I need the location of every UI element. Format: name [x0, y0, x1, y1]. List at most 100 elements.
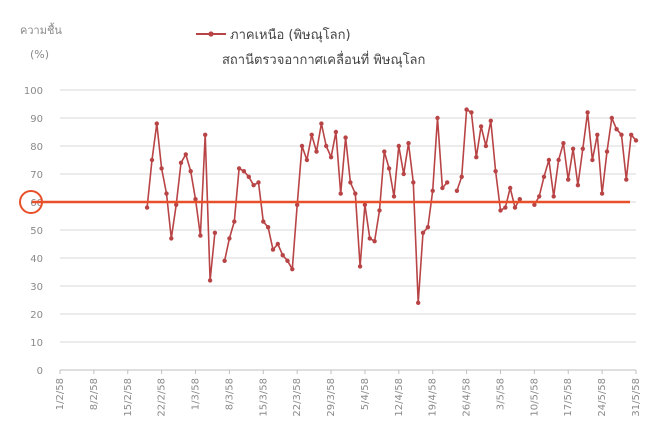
data-point — [144, 205, 150, 210]
x-tick-label: 22/3/58 — [292, 378, 303, 417]
data-point — [609, 115, 614, 121]
data-point — [604, 149, 610, 154]
data-point — [556, 157, 561, 163]
data-point — [488, 118, 493, 124]
data-point — [246, 174, 251, 179]
data-point — [154, 121, 159, 126]
data-point — [256, 180, 261, 185]
data-point — [445, 180, 450, 185]
data-point — [474, 155, 479, 160]
data-point — [619, 132, 624, 137]
data-point — [232, 219, 237, 224]
grid-lines — [60, 89, 636, 371]
data-point — [624, 177, 629, 182]
data-point — [391, 194, 397, 199]
data-point — [183, 152, 188, 157]
y-tick-label: 50 — [30, 226, 43, 237]
data-point — [464, 107, 469, 112]
y-tick-label: 20 — [30, 310, 43, 321]
y-axis-label: ความชื้น — [20, 22, 62, 37]
legend-marker — [208, 31, 214, 37]
x-tick-label: 26/4/58 — [462, 378, 473, 417]
data-point — [532, 202, 537, 207]
data-point — [236, 166, 242, 171]
y-axis-unit: (%) — [30, 48, 49, 61]
data-point — [585, 110, 590, 115]
x-tick-label: 3/5/58 — [495, 378, 506, 410]
x-tick-label: 5/4/58 — [360, 378, 371, 410]
x-tick-label: 15/2/58 — [123, 378, 134, 417]
data-point — [193, 197, 198, 202]
data-point — [261, 219, 266, 224]
x-tick-label: 8/3/58 — [224, 378, 235, 410]
data-point — [203, 132, 208, 137]
data-point — [503, 205, 508, 210]
data-point — [290, 267, 295, 272]
data-point — [483, 143, 489, 149]
data-point — [478, 124, 484, 129]
x-tick-label: 8/2/58 — [89, 378, 100, 410]
data-point — [207, 278, 213, 283]
data-point — [454, 188, 460, 193]
y-tick-label: 60 — [30, 198, 43, 209]
x-tick-label: 1/3/58 — [191, 378, 202, 410]
data-point — [629, 132, 634, 137]
data-point — [575, 183, 581, 188]
data-point — [633, 138, 639, 143]
data-point — [382, 149, 387, 154]
data-point — [295, 202, 300, 207]
data-point — [372, 239, 377, 244]
data-point — [169, 236, 174, 241]
y-tick-label: 30 — [30, 282, 43, 293]
x-tick-label: 24/5/58 — [597, 378, 608, 417]
series-line — [533, 111, 637, 206]
data-point — [537, 194, 542, 199]
x-tick-label: 15/3/58 — [258, 378, 269, 417]
x-tick-label: 17/5/58 — [563, 378, 574, 417]
data-point — [328, 155, 334, 160]
data-point — [333, 129, 339, 135]
x-tick-label: 19/4/58 — [428, 378, 439, 417]
data-point — [411, 180, 416, 185]
data-point — [599, 191, 605, 196]
data-point — [265, 225, 271, 230]
series-line — [456, 108, 521, 212]
data-point — [280, 253, 285, 258]
data-point — [416, 300, 421, 305]
y-tick-label: 80 — [30, 142, 43, 153]
x-tick-labels: 1/2/58 8/2/58 15/2/58 22/2/58 1/3/58 8/3/58 15… — [55, 370, 642, 417]
data-point — [440, 185, 445, 191]
data-point — [541, 174, 547, 179]
series-humidity — [144, 107, 639, 305]
data-point — [367, 236, 372, 241]
data-point — [324, 143, 329, 149]
x-tick-label: 1/2/58 — [55, 378, 66, 410]
data-point — [566, 177, 571, 182]
data-point — [517, 197, 522, 202]
data-point — [561, 141, 566, 146]
data-point — [425, 225, 431, 230]
data-point — [508, 185, 513, 191]
data-point — [580, 146, 585, 151]
x-tick-label: 22/2/58 — [157, 378, 168, 417]
data-point — [401, 171, 406, 177]
data-point — [309, 132, 314, 137]
data-point — [343, 135, 348, 140]
y-tick-label: 40 — [30, 254, 43, 265]
data-point — [188, 169, 193, 174]
data-point — [469, 110, 474, 115]
legend-label: ภาคเหนือ (พิษณุโลก) — [230, 27, 351, 43]
data-point — [159, 166, 164, 171]
data-point — [546, 157, 552, 163]
data-point — [164, 191, 169, 196]
x-tick-label: 12/4/58 — [394, 378, 405, 417]
x-tick-label: 29/3/58 — [326, 378, 337, 417]
data-point — [614, 127, 619, 132]
y-tick-label: 100 — [24, 86, 43, 97]
x-tick-label: 31/5/58 — [631, 378, 642, 417]
data-point — [595, 132, 600, 137]
data-point — [198, 233, 203, 238]
data-point — [178, 160, 184, 165]
